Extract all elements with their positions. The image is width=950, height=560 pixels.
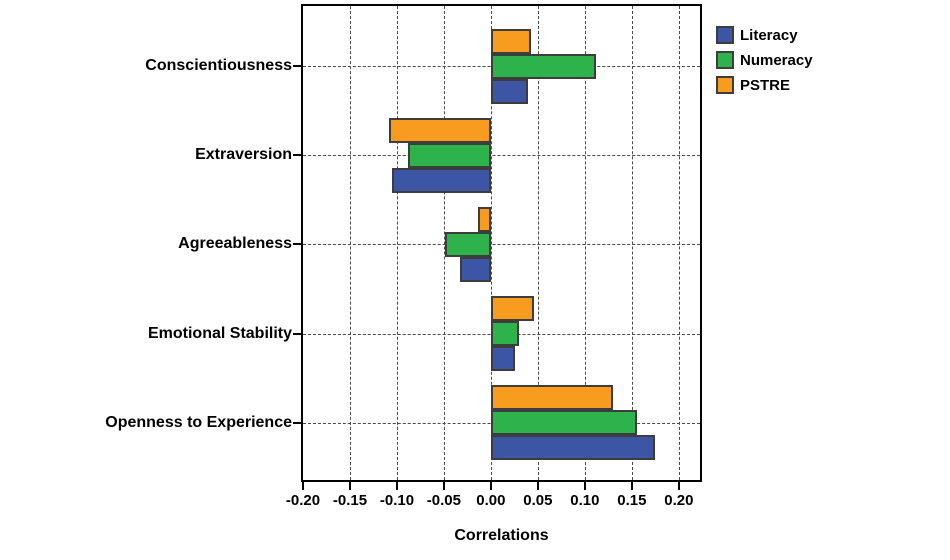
x-axis-title: Correlations (454, 527, 549, 544)
bar-literacy-agreeableness (459, 256, 491, 282)
x-tick-mark (442, 482, 445, 490)
bar-literacy-extraversion (392, 167, 491, 193)
bar-pstre-conscientiousness (490, 28, 532, 54)
legend-item-numeracy: Numeracy (716, 51, 813, 69)
vertical-gridline (678, 6, 680, 480)
x-tick-label: -0.20 (285, 492, 321, 509)
vertical-gridline (631, 6, 633, 480)
legend-item-literacy: Literacy (716, 26, 813, 44)
vertical-gridline (350, 6, 351, 480)
y-category-label: Emotional Stability (147, 324, 292, 342)
bar-pstre-extraversion (388, 117, 491, 143)
plot-area (301, 4, 702, 482)
vertical-gridline (584, 6, 586, 480)
y-tick-mark (293, 332, 303, 335)
legend: Literacy Numeracy PSTRE (716, 26, 813, 94)
x-tick-label: 0.15 (617, 492, 647, 509)
bar-numeracy-emotional-stability (490, 321, 520, 347)
x-tick-label: -0.15 (332, 492, 368, 509)
x-tick-label: 0.10 (570, 492, 600, 509)
bar-literacy-conscientiousness (490, 78, 529, 104)
x-tick-mark (536, 482, 539, 490)
bar-pstre-openness-to-experience (490, 385, 614, 411)
y-tick-mark (293, 243, 303, 246)
x-tick-label: 0.05 (523, 492, 553, 509)
x-tick-label: -0.10 (379, 492, 415, 509)
horizontal-gridline (303, 155, 700, 157)
y-tick-mark (293, 421, 303, 424)
x-tick-mark (583, 482, 586, 490)
bar-numeracy-agreeableness (444, 231, 491, 257)
vertical-gridline (397, 6, 398, 480)
bar-literacy-emotional-stability (490, 346, 516, 372)
y-tick-mark (293, 65, 303, 67)
x-tick-mark (677, 482, 680, 490)
x-tick-mark (302, 482, 304, 490)
x-tick-mark (349, 482, 351, 490)
legend-swatch-numeracy (716, 51, 734, 69)
vertical-gridline (537, 6, 539, 480)
x-tick-mark (489, 482, 492, 490)
bar-numeracy-conscientiousness (490, 53, 597, 79)
y-tick-mark (293, 154, 303, 157)
y-category-label: Extraversion (195, 146, 292, 164)
legend-swatch-pstre (716, 76, 734, 94)
bar-pstre-agreeableness (477, 206, 491, 232)
legend-label: Numeracy (740, 51, 813, 69)
x-tick-mark (396, 482, 398, 490)
horizontal-gridline (303, 244, 700, 246)
vertical-gridline (490, 6, 492, 480)
legend-swatch-literacy (716, 26, 734, 44)
x-tick-mark (630, 482, 633, 490)
x-tick-label: -0.05 (426, 492, 461, 509)
vertical-gridline (443, 6, 445, 480)
y-category-label: Agreeableness (178, 235, 292, 253)
x-tick-label: 0.20 (664, 492, 694, 509)
y-category-label: Conscientiousness (145, 57, 292, 74)
bar-pstre-emotional-stability (490, 296, 535, 322)
legend-item-pstre: PSTRE (716, 76, 813, 94)
bar-numeracy-extraversion (408, 142, 491, 168)
x-tick-label: 0.00 (476, 492, 506, 509)
legend-label: PSTRE (740, 76, 791, 94)
bar-literacy-openness-to-experience (490, 435, 656, 461)
bar-numeracy-openness-to-experience (490, 410, 638, 436)
y-category-label: Openness to Experience (105, 413, 292, 431)
legend-label: Literacy (740, 26, 798, 44)
